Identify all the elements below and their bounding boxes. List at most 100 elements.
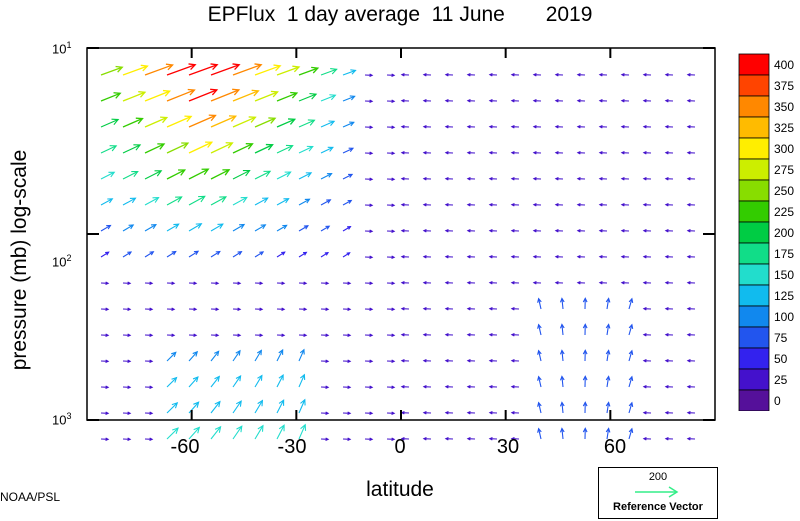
flux-vector (422, 151, 432, 155)
flux-vector (510, 203, 520, 207)
colorbar-swatch (738, 284, 770, 307)
flux-vector (664, 307, 674, 311)
flux-vector (254, 374, 263, 388)
flux-vector (386, 99, 396, 103)
flux-vector (166, 169, 187, 180)
flux-vector (576, 281, 586, 285)
flux-vector (210, 307, 220, 311)
flux-vector (686, 151, 696, 155)
reference-vector-value: 200 (648, 471, 668, 483)
flux-vector (188, 350, 199, 362)
flux-vector (537, 427, 542, 440)
flux-vector (598, 255, 608, 259)
x-tick-label: 0 (394, 436, 406, 458)
flux-vector (144, 63, 174, 76)
flux-vector (444, 411, 454, 415)
flux-vector (342, 359, 352, 363)
flux-vector (188, 195, 206, 206)
flux-vector (210, 88, 241, 102)
flux-vector (510, 177, 520, 181)
flux-vector (364, 151, 374, 155)
flux-vector (582, 375, 588, 388)
flux-vector (364, 437, 374, 441)
flux-vector (642, 125, 652, 129)
flux-vector (232, 333, 242, 337)
flux-vector (559, 375, 565, 388)
flux-vector (400, 229, 410, 233)
flux-vector (620, 125, 630, 129)
flux-vector (320, 173, 333, 180)
flux-vector (232, 281, 242, 285)
flux-vector (686, 385, 696, 389)
colorbar-level-label: 275 (774, 163, 795, 177)
flux-vector (444, 99, 454, 103)
flux-vector (664, 125, 674, 129)
flux-vector (444, 73, 454, 77)
flux-vector (276, 307, 286, 311)
flux-vector (488, 177, 498, 181)
flux-vector (166, 223, 180, 232)
flux-vector (642, 281, 652, 285)
flux-vector (686, 203, 696, 207)
flux-vector (554, 203, 564, 207)
flux-vector (554, 125, 564, 129)
colorbar-level-label: 25 (774, 373, 788, 387)
flux-vector (510, 437, 520, 441)
flux-vector (510, 125, 520, 129)
x-tick-label: -60 (170, 436, 200, 458)
flux-vector (364, 73, 374, 77)
flux-vector (554, 177, 564, 181)
flux-vector (188, 376, 199, 388)
flux-vector (342, 147, 355, 154)
colorbar-swatch (738, 305, 770, 328)
flux-vector (232, 196, 248, 206)
flux-vector (342, 252, 351, 258)
colorbar-level-label: 0 (774, 394, 781, 408)
flux-vector (144, 89, 172, 102)
flux-vector (642, 437, 652, 441)
flux-vector (664, 359, 674, 363)
flux-vector (188, 141, 214, 154)
flux-vector (320, 333, 330, 337)
flux-vector (320, 281, 330, 285)
flux-vector (386, 255, 396, 259)
flux-vector (620, 177, 630, 181)
flux-vector (466, 125, 476, 129)
flux-vector (642, 229, 652, 233)
flux-vector (444, 281, 454, 285)
flux-vector (386, 281, 396, 285)
flux-vector (166, 250, 177, 258)
flux-vector (444, 203, 454, 207)
flux-vector (144, 223, 157, 232)
flux-vector (144, 251, 155, 258)
flux-vector (582, 297, 588, 310)
flux-vector (444, 307, 454, 311)
flux-vector (100, 437, 110, 441)
colorbar (738, 53, 770, 411)
flux-vector (686, 255, 696, 259)
flux-vector (444, 151, 454, 155)
flux-vector (444, 359, 454, 363)
flux-vector (320, 385, 330, 389)
colorbar-swatch (738, 95, 770, 118)
flux-vector (559, 297, 565, 310)
flux-vector (605, 427, 611, 440)
flux-vector (166, 63, 197, 76)
flux-vector (598, 151, 608, 155)
flux-vector (276, 399, 285, 414)
flux-vector (605, 297, 611, 310)
flux-vector (144, 437, 154, 441)
flux-vector (364, 229, 374, 233)
flux-vector (444, 333, 454, 337)
flux-vector (276, 224, 288, 232)
colorbar-level-label: 300 (774, 142, 795, 156)
colorbar-level-label: 150 (774, 268, 795, 282)
flux-vector (510, 151, 520, 155)
flux-vector (444, 437, 454, 441)
flux-vector (188, 307, 198, 311)
flux-vector (510, 359, 520, 363)
flux-vector (466, 411, 476, 415)
flux-vector (559, 401, 565, 414)
flux-vector (276, 198, 290, 206)
